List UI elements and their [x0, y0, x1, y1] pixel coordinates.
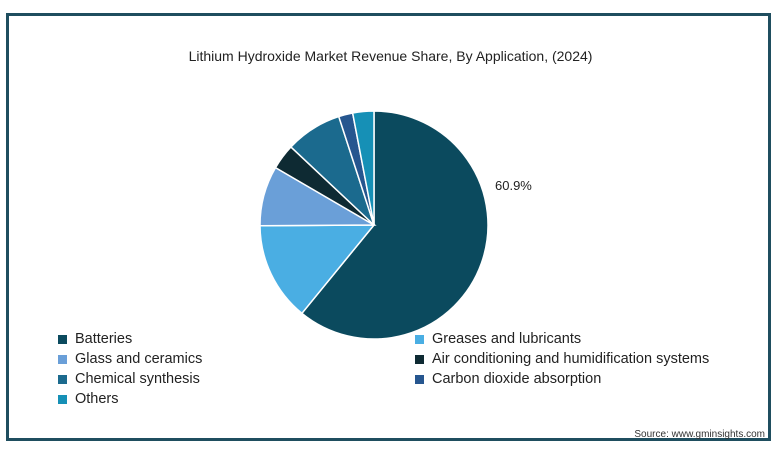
source-note: Source: www.gminsights.com — [634, 429, 765, 440]
legend-swatch — [415, 374, 424, 384]
legend-item-batteries: Batteries — [58, 331, 132, 347]
chart-title: Lithium Hydroxide Market Revenue Share, … — [188, 48, 593, 64]
legend-swatch — [58, 374, 67, 384]
data-label-batteries: 60.9% — [495, 178, 532, 193]
legend-swatch — [415, 354, 424, 364]
pie-slice-others — [351, 110, 375, 226]
legend-label: Chemical synthesis — [75, 371, 200, 387]
legend-swatch — [58, 334, 67, 344]
legend-label: Air conditioning and humidification syst… — [432, 351, 710, 367]
legend-item-chemical-synthesis: Chemical synthesis — [58, 371, 200, 387]
legend-item-air-conditioning-and-humidification-systems: Air conditioning and humidification syst… — [415, 351, 709, 367]
legend-swatch — [415, 334, 424, 344]
legend-item-others: Others — [58, 391, 119, 407]
legend-label: Carbon dioxide absorption — [432, 371, 602, 387]
pie-slice-batteries — [300, 110, 489, 340]
legend-item-carbon-dioxide-absorption: Carbon dioxide absorption — [415, 371, 601, 387]
legend-label: Batteries — [75, 331, 133, 347]
legend-item-greases-and-lubricants: Greases and lubricants — [415, 331, 581, 347]
legend-swatch — [58, 354, 67, 364]
legend-label: Glass and ceramics — [75, 351, 203, 367]
legend-label: Others — [75, 391, 119, 407]
legend-swatch — [58, 394, 67, 404]
legend-label: Greases and lubricants — [432, 331, 582, 347]
legend-item-glass-and-ceramics: Glass and ceramics — [58, 351, 202, 367]
pie-slice-greases-and-lubricants — [259, 224, 376, 315]
